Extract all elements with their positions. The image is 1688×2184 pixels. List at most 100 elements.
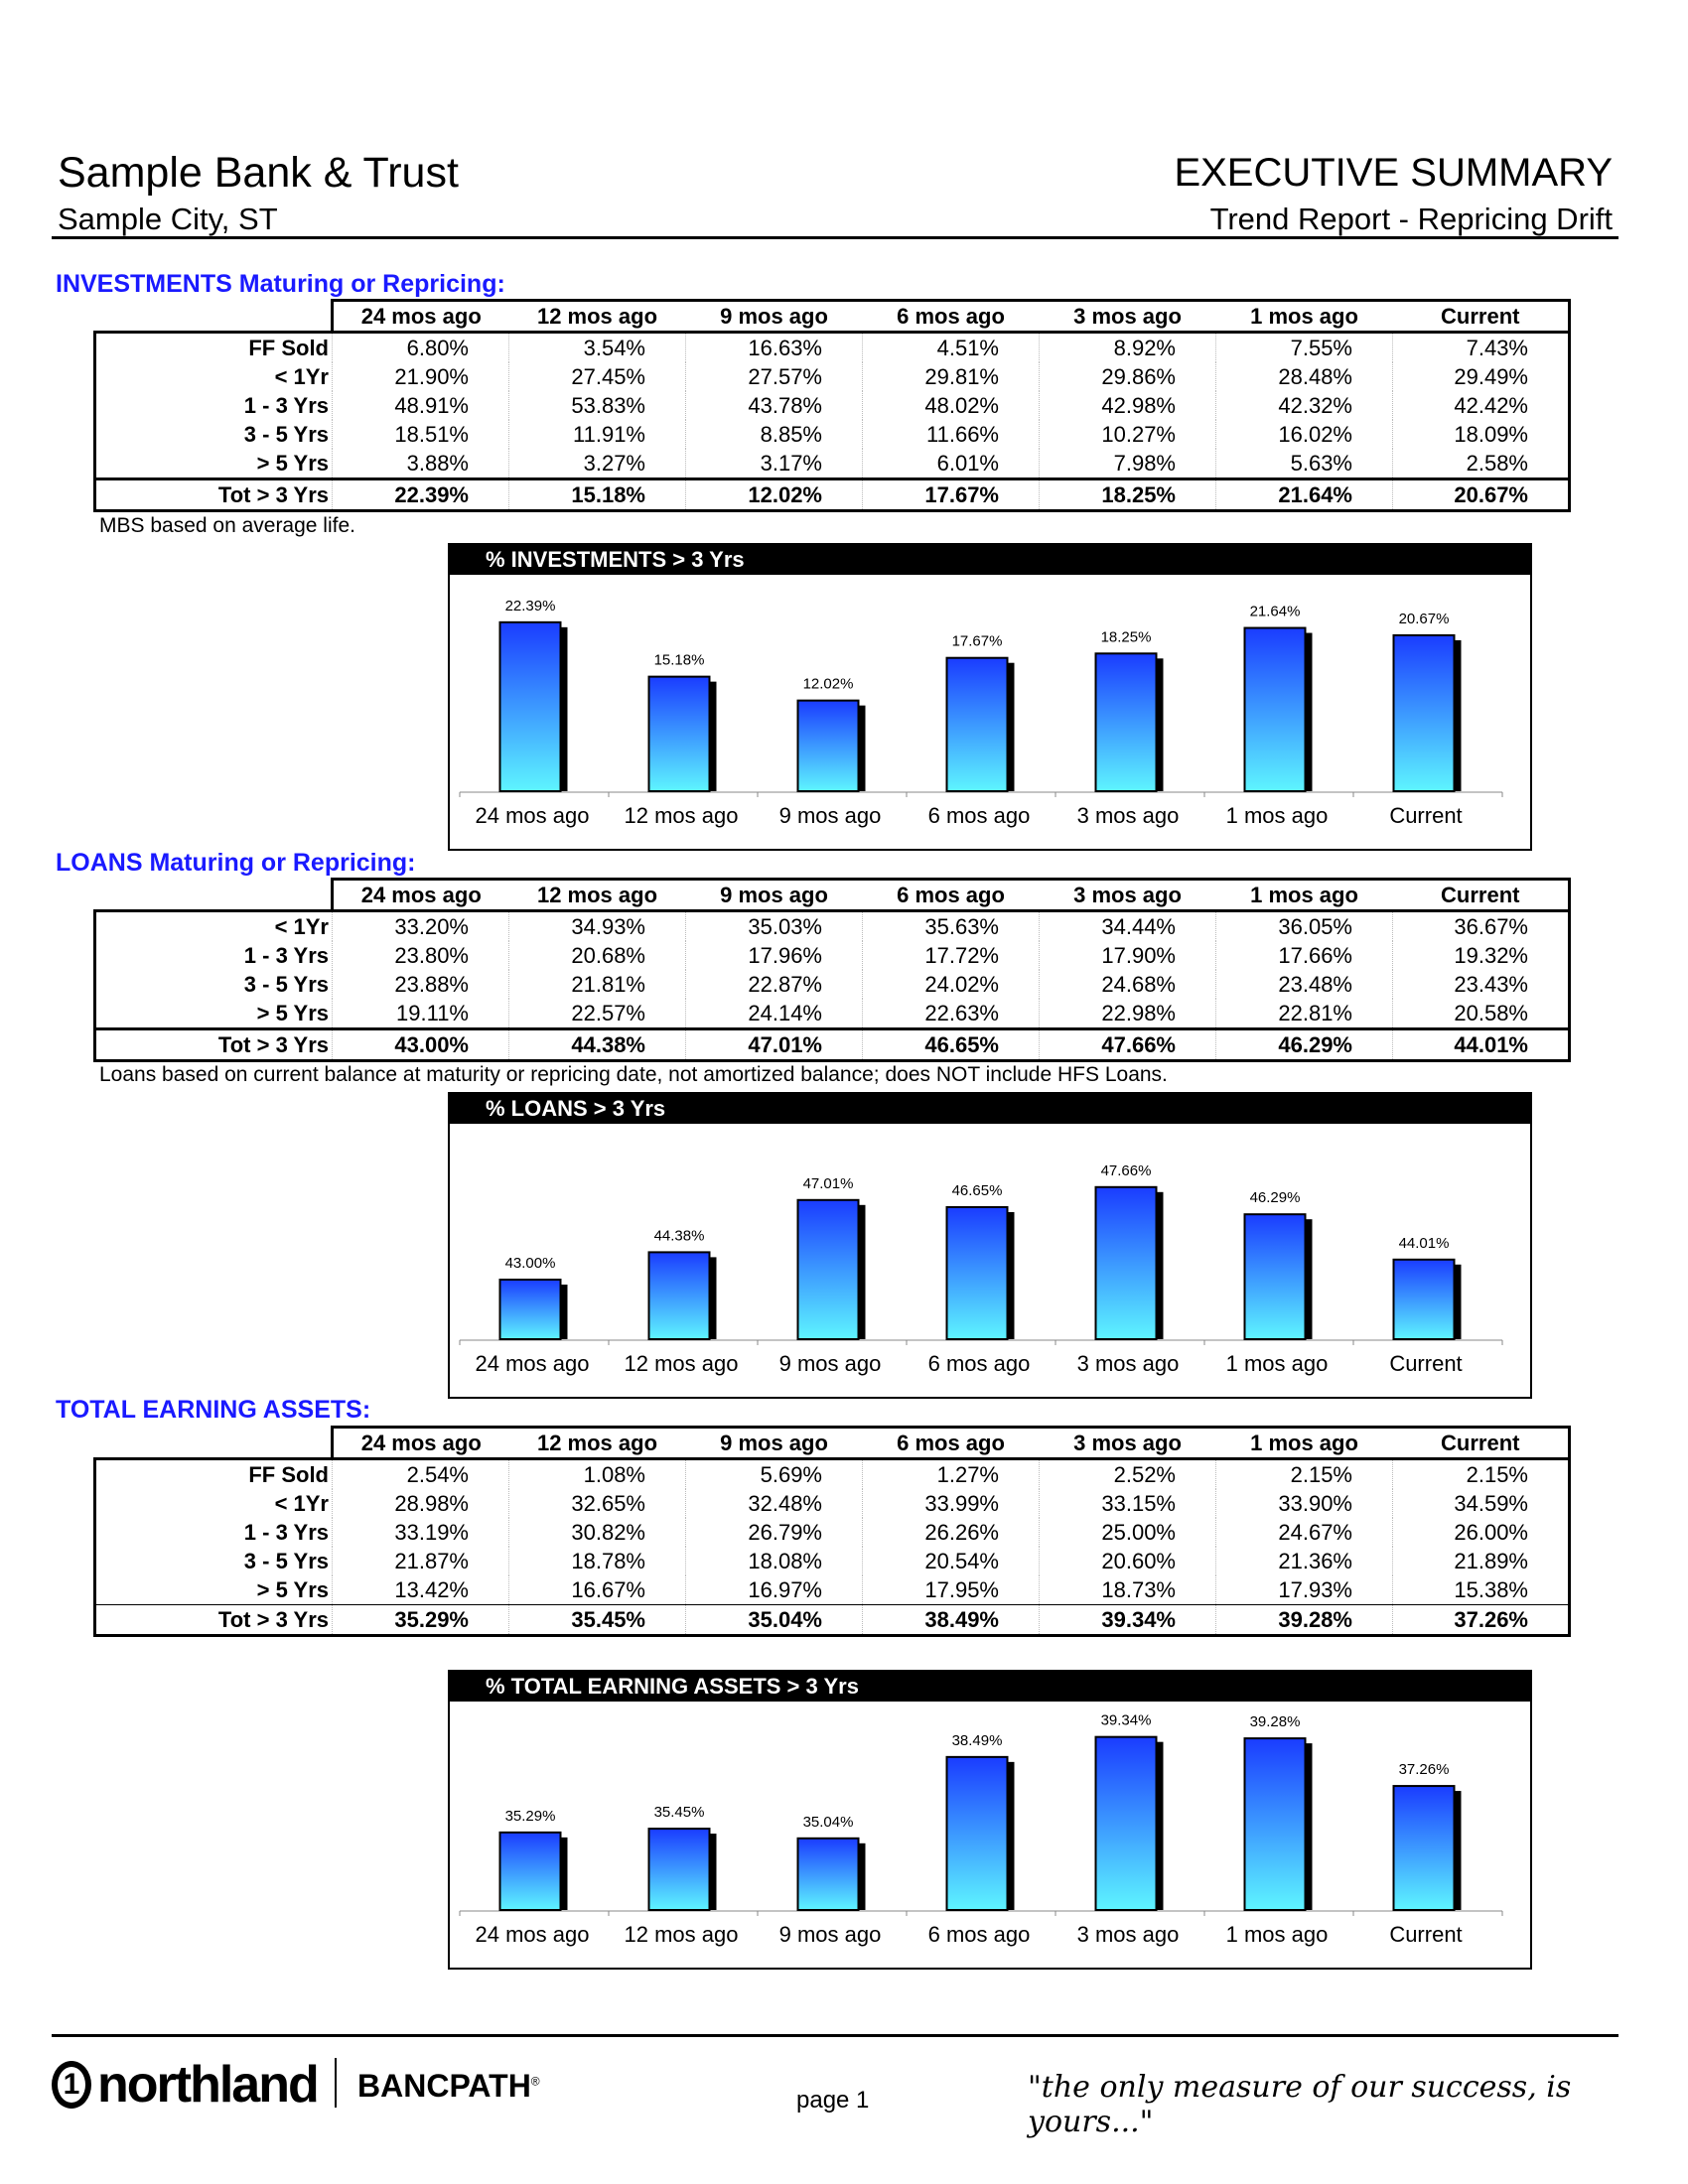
table-cell: 1.08%: [508, 1458, 686, 1489]
logo-separator: [335, 2058, 337, 2108]
data-label: 47.01%: [803, 1175, 854, 1192]
category-label: 24 mos ago: [476, 803, 590, 828]
category-label: 9 mos ago: [779, 1351, 882, 1376]
column-header: 6 mos ago: [862, 878, 1040, 912]
table-cell: 21.87%: [332, 1547, 509, 1575]
data-label: 47.66%: [1101, 1162, 1152, 1179]
bank-city: Sample City, ST: [58, 202, 278, 236]
table-cell: 36.05%: [1215, 910, 1393, 941]
table-cell: 7.98%: [1039, 449, 1216, 479]
table-cell: 28.98%: [332, 1489, 509, 1518]
table-cell: 3.88%: [332, 449, 509, 479]
table-cell: 3.54%: [508, 332, 686, 362]
bar: [498, 620, 562, 792]
table-cell: 17.72%: [862, 941, 1040, 970]
bar: [945, 656, 1009, 793]
table-cell: 21.89%: [1392, 1547, 1571, 1575]
table-cell: 2.15%: [1215, 1458, 1393, 1489]
table-cell: 23.88%: [332, 970, 509, 999]
table-row: < 1Yr 28.98% 32.65% 32.48% 33.99% 33.15% 33.90…: [93, 1489, 1571, 1518]
table-cell: 32.48%: [685, 1489, 863, 1518]
table-cell: 28.48%: [1215, 362, 1393, 391]
column-header: 1 mos ago: [1215, 1426, 1393, 1460]
table-cell: 33.15%: [1039, 1489, 1216, 1518]
total-cell: 15.18%: [508, 478, 686, 512]
table-cell: 18.51%: [332, 420, 509, 449]
bar: [647, 1251, 711, 1340]
table-cell: 16.97%: [685, 1575, 863, 1605]
data-label: 20.67%: [1399, 611, 1450, 627]
table-cell: 16.67%: [508, 1575, 686, 1605]
category-label: 1 mos ago: [1226, 1922, 1329, 1947]
column-header: 1 mos ago: [1215, 878, 1393, 912]
table-cell: 42.42%: [1392, 391, 1571, 420]
category-label: Current: [1389, 1351, 1462, 1376]
table-cell: 2.52%: [1039, 1458, 1216, 1489]
total-cell: 37.26%: [1392, 1604, 1571, 1637]
category-label: 24 mos ago: [476, 1922, 590, 1947]
data-label: 44.38%: [654, 1227, 705, 1244]
investments-table: 24 mos ago 12 mos ago 9 mos ago 6 mos ago 3 …: [93, 299, 1571, 512]
chart-title: % TOTAL EARNING ASSETS > 3 Yrs: [450, 1672, 1530, 1702]
table-cell: 29.49%: [1392, 362, 1571, 391]
data-label: 22.39%: [505, 598, 556, 614]
loans-chart-plot: 43.00% 24 mos ago 44.38% 12 mos ago 47.01% 9 …: [459, 1162, 1503, 1376]
data-label: 35.45%: [654, 1804, 705, 1821]
table-cell: 48.02%: [862, 391, 1040, 420]
data-label: 21.64%: [1250, 604, 1301, 620]
bar: [1094, 1185, 1158, 1340]
category-label: 3 mos ago: [1077, 803, 1180, 828]
investments-chart: % INVESTMENTS > 3 Yrs 22.39% 24 mos ago 15…: [448, 543, 1532, 851]
column-header: 12 mos ago: [508, 299, 686, 334]
total-cell: 18.25%: [1039, 478, 1216, 512]
footer-rule: [52, 2034, 1618, 2037]
table-cell: 16.02%: [1215, 420, 1393, 449]
bar: [1243, 1737, 1307, 1911]
table-cell: 22.63%: [862, 999, 1040, 1029]
column-header: 12 mos ago: [508, 878, 686, 912]
table-cell: 4.51%: [862, 332, 1040, 362]
table-row: < 1Yr 33.20% 34.93% 35.03% 35.63% 34.44% 36.05…: [93, 910, 1571, 941]
column-header: 24 mos ago: [331, 1426, 509, 1460]
table-cell: 30.82%: [508, 1518, 686, 1547]
table-cell: 26.00%: [1392, 1518, 1571, 1547]
bank-name: Sample Bank & Trust: [58, 149, 459, 197]
loans-heading: LOANS Maturing or Repricing:: [56, 849, 416, 877]
table-cell: 3.17%: [685, 449, 863, 479]
data-label: 12.02%: [803, 676, 854, 693]
table-cell: 7.43%: [1392, 332, 1571, 362]
table-cell: 26.79%: [685, 1518, 863, 1547]
row-label: Tot > 3 Yrs: [93, 1027, 333, 1062]
row-label: 3 - 5 Yrs: [93, 1547, 333, 1575]
total-cell: 39.34%: [1039, 1604, 1216, 1637]
data-label: 17.67%: [952, 633, 1003, 650]
table-cell: 22.98%: [1039, 999, 1216, 1029]
column-header: 24 mos ago: [331, 299, 509, 334]
row-label: Tot > 3 Yrs: [93, 478, 333, 512]
bar: [498, 1279, 562, 1340]
northland-logo-text: northland: [97, 2056, 320, 2114]
table-header-row: 24 mos ago 12 mos ago 9 mos ago 6 mos ago 3 …: [94, 878, 1571, 912]
tagline: "the only measure of our success, is you…: [1028, 2070, 1572, 2139]
registered-mark: ®: [530, 2074, 540, 2089]
category-label: 12 mos ago: [625, 803, 739, 828]
total-cell: 35.45%: [508, 1604, 686, 1637]
bar: [1243, 626, 1307, 793]
column-header: 6 mos ago: [862, 299, 1040, 334]
category-label: 1 mos ago: [1226, 1351, 1329, 1376]
table-cell: 33.90%: [1215, 1489, 1393, 1518]
category-label: 12 mos ago: [625, 1351, 739, 1376]
data-label: 46.65%: [952, 1182, 1003, 1199]
total-cell: 21.64%: [1215, 478, 1393, 512]
table-cell: 17.96%: [685, 941, 863, 970]
table-row: > 5 Yrs 19.11% 22.57% 24.14% 22.63% 22.98% 22.…: [93, 999, 1571, 1029]
table-cell: 21.36%: [1215, 1547, 1393, 1575]
page-number: page 1: [796, 2087, 870, 2114]
table-cell: 53.83%: [508, 391, 686, 420]
data-label: 38.49%: [952, 1732, 1003, 1749]
column-header: 12 mos ago: [508, 1426, 686, 1460]
table-cell: 18.78%: [508, 1547, 686, 1575]
table-cell: 33.20%: [332, 910, 509, 941]
table-cell: 22.57%: [508, 999, 686, 1029]
bar: [1392, 1785, 1456, 1911]
